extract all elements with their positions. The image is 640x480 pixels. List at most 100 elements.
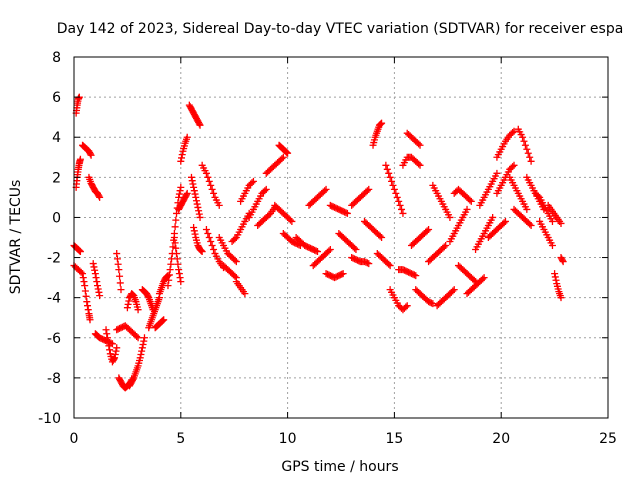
data-point — [114, 260, 122, 268]
chart-title: Day 142 of 2023, Sidereal Day-to-day VTE… — [57, 21, 624, 37]
data-point — [427, 299, 435, 307]
series-track-35 — [262, 153, 287, 177]
data-point — [172, 244, 180, 252]
data-point — [215, 201, 223, 209]
data-point — [559, 258, 567, 266]
data-point — [81, 287, 89, 295]
data-point — [283, 149, 291, 157]
data-point — [509, 129, 517, 137]
data-point — [248, 179, 256, 187]
series-track-40 — [305, 185, 330, 209]
data-point — [81, 282, 89, 290]
series-track-34 — [254, 203, 279, 229]
data-point — [363, 259, 371, 267]
data-point — [183, 189, 191, 197]
series-track-75 — [544, 201, 565, 227]
data-point — [197, 246, 205, 254]
series-track-25 — [190, 223, 206, 256]
series-track-52 — [395, 266, 420, 280]
data-point — [113, 255, 121, 263]
series-track-58 — [429, 181, 454, 221]
data-point — [111, 354, 119, 362]
data-point — [191, 190, 199, 198]
data-point — [89, 260, 97, 268]
data-point — [440, 243, 448, 251]
series-track-71 — [510, 205, 535, 229]
data-point — [95, 288, 103, 296]
data-point — [552, 276, 560, 284]
data-point — [450, 286, 458, 294]
data-point — [134, 334, 142, 342]
data-point — [510, 161, 518, 169]
series-track-68 — [493, 161, 518, 197]
data-point — [342, 209, 350, 217]
data-point — [208, 242, 216, 250]
data-point — [321, 187, 329, 195]
data-point — [388, 177, 396, 185]
x-tick-label: 10 — [279, 431, 297, 447]
series-track-64 — [472, 213, 497, 254]
data-point — [395, 197, 403, 205]
data-point — [524, 149, 532, 157]
series-track-32 — [237, 177, 257, 205]
data-point — [103, 330, 111, 338]
series-track-41 — [309, 246, 334, 270]
series-track-70 — [514, 125, 535, 165]
data-point — [171, 239, 179, 247]
data-point — [177, 157, 185, 165]
data-point — [173, 255, 181, 263]
plot-frame — [73, 56, 609, 419]
data-point — [190, 223, 198, 231]
data-point — [557, 219, 565, 227]
data-point — [425, 225, 433, 233]
data-point — [493, 169, 501, 177]
data-point — [174, 260, 182, 268]
data-point — [175, 193, 183, 201]
data-point — [399, 209, 407, 217]
data-point — [159, 316, 167, 324]
y-axis-title: SDTVAR / TECUs — [8, 180, 24, 295]
series-track-01 — [70, 242, 84, 256]
data-point — [286, 216, 294, 224]
data-point — [500, 219, 508, 227]
data-point — [386, 262, 394, 270]
series-track-73 — [531, 189, 556, 225]
y-tick-label: -8 — [47, 371, 61, 387]
data-point — [82, 292, 90, 300]
series-track-28 — [215, 234, 240, 266]
data-point — [314, 248, 322, 256]
data-point — [449, 287, 457, 295]
data-point — [312, 247, 320, 255]
data-point — [195, 207, 203, 215]
data-point — [195, 210, 203, 218]
data-point — [117, 286, 125, 294]
data-point — [129, 375, 137, 383]
series-track-22 — [175, 189, 191, 213]
data-point — [86, 316, 94, 324]
series-track-69 — [506, 173, 531, 213]
data-point — [377, 120, 385, 128]
data-point — [164, 272, 172, 280]
data-point — [92, 274, 100, 282]
data-point — [108, 340, 116, 348]
series-track-56 — [412, 286, 437, 308]
series-track-21 — [177, 133, 191, 165]
data-point — [385, 260, 393, 268]
x-tick-label: 15 — [385, 431, 403, 447]
x-tick-label: 20 — [492, 431, 510, 447]
data-point — [282, 148, 290, 156]
data-point — [343, 209, 351, 217]
data-point — [171, 223, 179, 231]
data-point — [95, 192, 103, 200]
data-point — [288, 217, 296, 225]
y-tick-label: -2 — [47, 251, 61, 267]
data-point — [385, 169, 393, 177]
data-point — [386, 173, 394, 181]
series-track-49 — [373, 250, 394, 270]
data-point — [205, 234, 213, 241]
data-point — [415, 140, 423, 148]
data-point — [202, 169, 210, 177]
data-point — [526, 153, 534, 161]
data-point — [75, 246, 83, 254]
